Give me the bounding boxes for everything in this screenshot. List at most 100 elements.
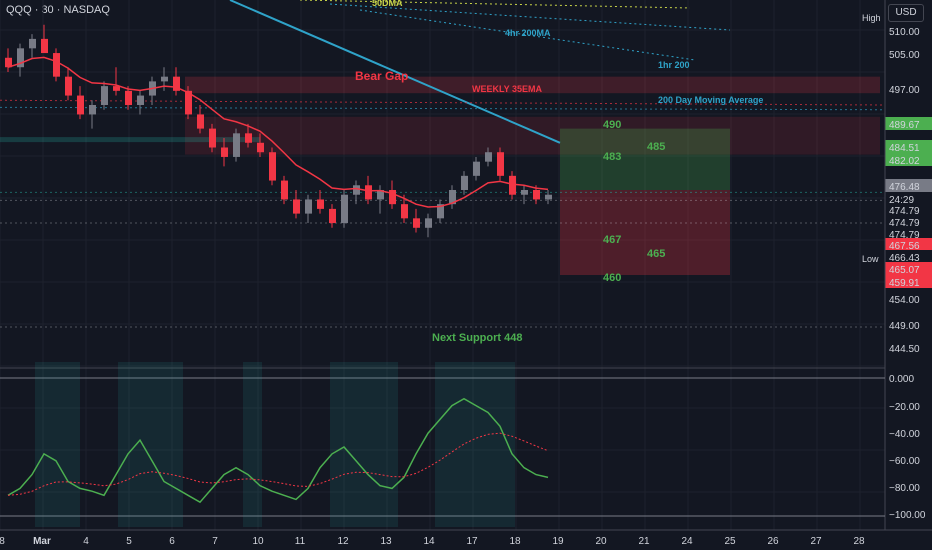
annotation-ma1hr200: 1hr 200 <box>658 60 690 70</box>
candle-body <box>353 185 360 195</box>
time-axis-label: 7 <box>212 536 218 547</box>
price-axis-label: 444.50 <box>889 344 920 355</box>
candle-body <box>521 190 528 195</box>
candle-body <box>245 133 252 143</box>
price-tag <box>885 179 932 192</box>
resistance-zone <box>185 116 880 155</box>
candle-body <box>29 38 36 49</box>
candle-body <box>497 152 504 176</box>
price-axis-label: 465.07 <box>889 265 920 276</box>
osc-highlight <box>435 362 515 527</box>
bear-gap-zone <box>185 76 880 94</box>
currency-badge[interactable]: USD <box>888 4 924 22</box>
chart-title: QQQ · 30 · NASDAQ <box>6 4 110 16</box>
price-axis-label: 476.48 <box>889 182 920 193</box>
candle-body <box>317 199 324 209</box>
candle-body <box>473 161 480 176</box>
price-axis-label: 497.00 <box>889 85 920 96</box>
candle-body <box>305 199 312 214</box>
candle-body <box>221 147 228 157</box>
candle-body <box>485 152 492 162</box>
candle-body <box>461 175 468 190</box>
time-axis-label: 5 <box>126 536 132 547</box>
candle-body <box>269 152 276 181</box>
candle-body <box>533 190 540 200</box>
time-axis-label: 25 <box>724 536 736 547</box>
ma-200-line <box>229 0 561 144</box>
osc-axis-label: −20.00 <box>889 402 920 413</box>
time-axis-label: 6 <box>169 536 175 547</box>
price-axis-label: 466.43 <box>889 253 920 264</box>
candle-body <box>257 142 264 153</box>
candle-body <box>17 48 24 68</box>
ma1hr-line <box>359 9 696 61</box>
candle-body <box>449 190 456 205</box>
price-axis-label: 474.79 <box>889 206 920 217</box>
price-tag <box>885 153 932 166</box>
candle-body <box>437 204 444 219</box>
annotation-lvl465: 465 <box>647 248 665 260</box>
time-axis-label: 17 <box>466 536 478 547</box>
annotation-ma50: 50DMA <box>372 0 403 8</box>
low-tag: Low <box>862 254 879 264</box>
candle-body <box>389 190 396 205</box>
ma4hr-line <box>329 3 731 31</box>
candle-body <box>413 218 420 228</box>
candle-body <box>293 199 300 214</box>
candle-body <box>41 38 48 54</box>
osc-axis-label: −100.00 <box>889 510 926 521</box>
price-axis-label: 454.00 <box>889 295 920 306</box>
price-axis-label: 474.79 <box>889 218 920 229</box>
osc-axis-label: 0.000 <box>889 374 914 385</box>
price-tag <box>885 238 932 251</box>
annotation-ma4hr200: 4hr 200MA <box>505 28 551 38</box>
price-axis-label: 510.00 <box>889 27 920 38</box>
candle-body <box>545 194 552 200</box>
candle-body <box>341 194 348 224</box>
short-target-zone <box>560 190 730 275</box>
time-axis-label: 19 <box>552 536 564 547</box>
candle-body <box>5 57 12 68</box>
candle-body <box>101 86 108 105</box>
time-axis-label: Mar <box>33 536 51 547</box>
candle-body <box>197 114 204 129</box>
price-tag <box>885 262 932 275</box>
price-axis-label: 467.56 <box>889 241 920 252</box>
candle-body <box>209 128 216 148</box>
candle-body <box>365 185 372 200</box>
osc-highlight <box>243 362 262 527</box>
annotation-lvl490: 490 <box>603 119 621 131</box>
candle-body <box>113 86 120 91</box>
dma200-line <box>0 106 886 111</box>
support-band <box>0 137 260 143</box>
price-axis-label: 449.00 <box>889 321 920 332</box>
time-axis-label: 11 <box>295 536 306 547</box>
candle-body <box>185 90 192 115</box>
price-axis-label: 474.79 <box>889 230 920 241</box>
price-tag <box>885 275 932 288</box>
osc-axis-label: −80.00 <box>889 483 920 494</box>
candle-body <box>377 190 384 200</box>
osc-axis-label: −40.00 <box>889 429 920 440</box>
candle-body <box>509 175 516 195</box>
annotation-lvl460: 460 <box>603 272 621 284</box>
candle-body <box>161 76 168 82</box>
time-axis-label: 18 <box>509 536 521 547</box>
candle-body <box>281 180 288 200</box>
price-axis-label: 489.67 <box>889 120 920 131</box>
ma50-line <box>299 0 691 9</box>
annotation-dma200: 200 Day Moving Average <box>658 95 763 105</box>
price-axis-label: 484.51 <box>889 143 920 154</box>
price-tag <box>885 117 932 130</box>
candle-body <box>53 53 60 77</box>
candle-body <box>401 204 408 219</box>
candle-body <box>329 208 336 224</box>
candle-body <box>137 95 144 105</box>
candle-body <box>77 95 84 115</box>
time-axis-label: 8 <box>0 536 5 547</box>
time-axis-label: 4 <box>83 536 89 547</box>
annotation-support: Next Support 448 <box>432 332 522 344</box>
candle-body <box>89 105 96 115</box>
time-axis-label: 28 <box>853 536 865 547</box>
